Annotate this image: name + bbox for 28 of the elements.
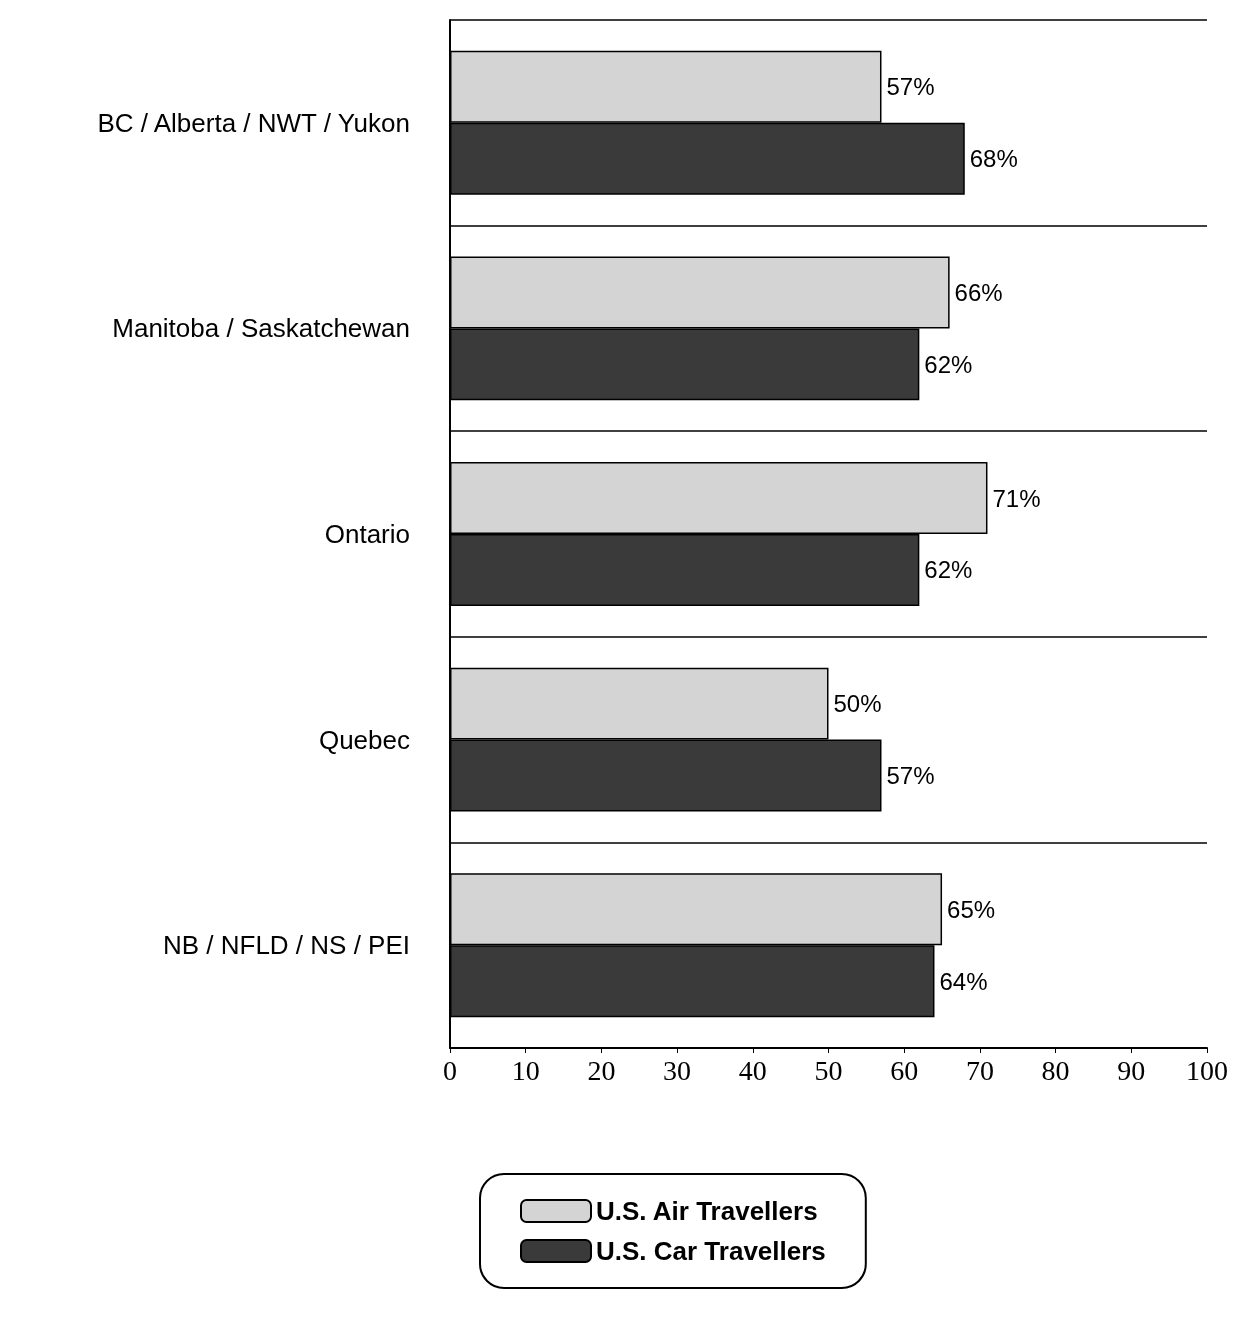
x-tick-label: 0 bbox=[443, 1054, 457, 1086]
x-tick-label: 40 bbox=[738, 1054, 767, 1086]
y-tick-label: Manitoba / Saskatchewan bbox=[112, 313, 410, 344]
data-label: 62% bbox=[924, 350, 973, 378]
data-label: 62% bbox=[924, 556, 973, 584]
x-tick-label: 80 bbox=[1041, 1054, 1070, 1086]
legend-label: U.S. Car Travellers bbox=[596, 1236, 826, 1266]
y-tick-label: Quebec bbox=[318, 724, 410, 755]
data-label: 68% bbox=[969, 145, 1018, 173]
x-tick-label: 10 bbox=[511, 1054, 540, 1086]
data-label: 57% bbox=[886, 762, 935, 790]
data-label: 57% bbox=[886, 73, 935, 101]
data-label: 66% bbox=[954, 278, 1003, 306]
x-tick-label: 90 bbox=[1117, 1054, 1146, 1086]
y-tick-label: Ontario bbox=[324, 519, 410, 549]
x-tick-label: 50 bbox=[814, 1054, 843, 1086]
x-tick-label: 60 bbox=[890, 1054, 919, 1086]
data-label: 71% bbox=[992, 484, 1041, 512]
x-tick-label: 20 bbox=[587, 1054, 616, 1086]
x-tick-label: 100 bbox=[1186, 1054, 1228, 1086]
data-label: 64% bbox=[939, 967, 988, 995]
data-label: 65% bbox=[947, 895, 996, 923]
y-tick-label: NB / NFLD / NS / PEI bbox=[162, 930, 410, 961]
x-tick-label: 30 bbox=[663, 1054, 692, 1086]
data-label: 50% bbox=[833, 690, 882, 718]
y-tick-label: BC / Alberta / NWT / Yukon bbox=[97, 107, 410, 138]
legend-label: U.S. Air Travellers bbox=[596, 1196, 818, 1226]
x-tick-label: 70 bbox=[965, 1054, 994, 1086]
